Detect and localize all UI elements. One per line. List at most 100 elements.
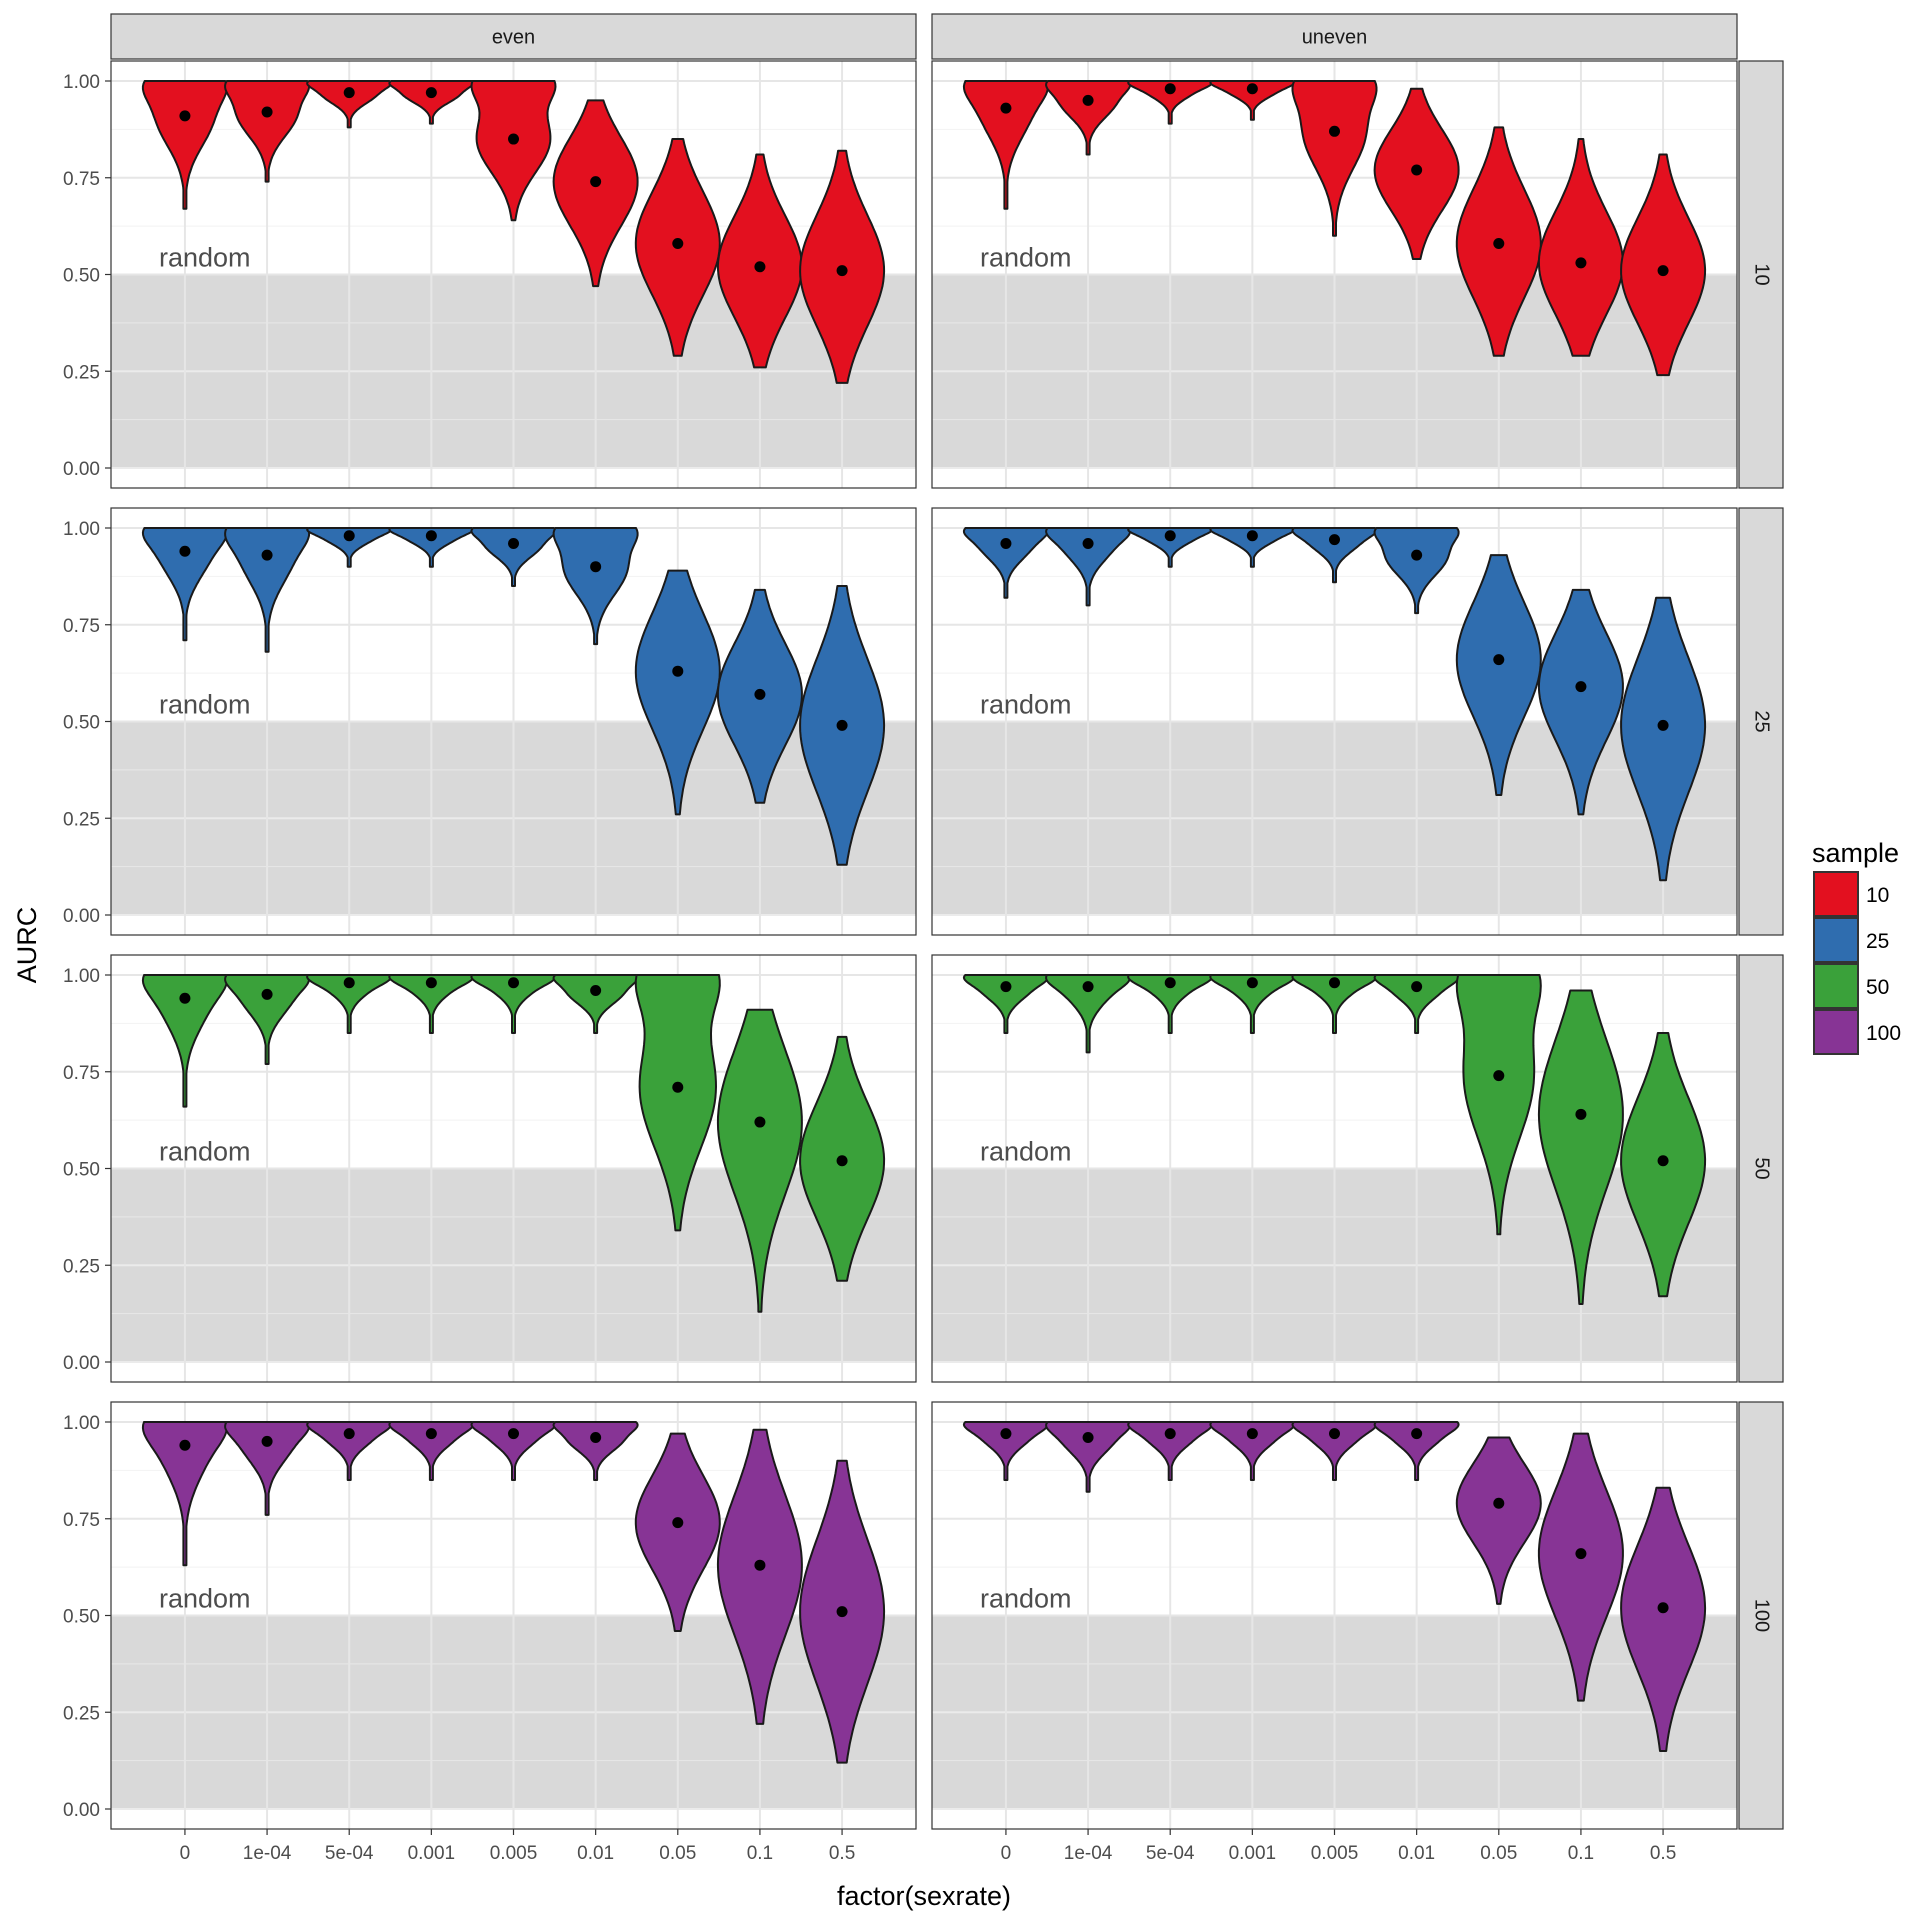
violin-1e-04 [1045,1421,1132,1493]
violin-0 [141,527,228,642]
mean-point-1e-04 [1082,94,1094,106]
violin-0.001 [388,80,475,125]
violin-0.05 [1455,974,1542,1236]
y-tick-label: 0.00 [63,906,100,927]
facet-strip-25: 25 [1738,507,1784,936]
random-label: random [980,690,1072,720]
violin-0.001 [1209,1421,1296,1481]
y-tick-label: 0.75 [63,616,100,637]
mean-point-0.005 [1329,977,1340,989]
violin-0.5 [1620,153,1707,377]
violin-0.001 [388,1421,475,1481]
legend-title: sample [1812,838,1899,868]
random-label: random [980,243,1072,273]
mean-point-0.001 [1246,977,1258,989]
panel-even-25: random [110,507,917,936]
mean-point-0.05 [672,238,684,250]
x-tick-label: 0.01 [1398,1843,1435,1864]
violin-5e-04 [306,80,393,129]
mean-point-0 [179,110,191,122]
mean-point-0.5 [1657,265,1669,277]
mean-point-1e-04 [1082,1431,1094,1443]
legend-item-50: 50 [1813,963,1889,1009]
mean-point-0.005 [1329,125,1340,137]
y-tick-label: 0.00 [63,1353,100,1374]
panel-uneven-50: random [931,954,1738,1383]
facet-strip-label: 100 [1751,1599,1773,1632]
y-tick-label: 1.00 [63,1413,100,1434]
x-tick-label: 0.005 [490,1843,538,1864]
violin-0.001 [388,974,475,1034]
legend-label: 100 [1866,1022,1901,1045]
mean-point-0.001 [1246,530,1258,542]
mean-point-0.01 [590,561,602,573]
violin-5e-04 [1127,974,1214,1034]
panel-even-100: random [110,1401,917,1830]
x-tick-label: 0.001 [1229,1843,1277,1864]
random-label: random [159,1584,251,1614]
violin-5e-04 [1127,527,1214,568]
mean-point-0.05 [1493,1070,1505,1082]
x-tick-label: 1e-04 [1064,1843,1113,1864]
mean-point-5e-04 [343,530,355,542]
mean-point-5e-04 [343,977,355,989]
mean-point-0.1 [1575,257,1587,269]
y-tick-label: 0.50 [63,266,100,287]
x-tick-label: 0.001 [408,1843,456,1864]
mean-point-1e-04 [261,549,273,561]
violin-0.001 [1209,527,1296,568]
legend-label: 10 [1866,884,1889,907]
panel-even-10: random [110,60,917,489]
violin-0 [962,1421,1049,1481]
y-tick-label: 0.25 [63,1256,100,1277]
violin-0.05 [634,974,721,1232]
mean-point-0.5 [1657,1155,1669,1167]
violin-0.001 [1209,974,1296,1034]
x-tick-label: 0 [180,1843,191,1864]
mean-point-0.01 [1411,1428,1423,1440]
mean-point-0.1 [1575,1548,1587,1560]
legend-swatch [1813,963,1859,1009]
mean-point-0.05 [672,1517,684,1529]
mean-point-0.1 [754,261,766,273]
violin-0.1 [716,153,803,369]
mean-point-0.005 [1329,534,1340,546]
y-tick-label: 0.00 [63,1800,100,1821]
panel-border [931,954,1738,1383]
mean-point-0.1 [754,688,766,700]
violin-0 [962,527,1049,599]
mean-point-0.05 [672,1081,684,1093]
violin-5e-04 [306,527,393,568]
x-tick-label: 0.1 [747,1843,773,1864]
mean-point-0.01 [1411,164,1423,176]
y-tick-label: 0.25 [63,1703,100,1724]
mean-point-0 [1000,1428,1012,1440]
mean-point-0.001 [1246,1428,1258,1440]
mean-point-1e-04 [261,106,273,118]
mean-point-0.001 [425,977,437,989]
violin-0.005 [1291,974,1378,1034]
violin-0.5 [1620,1486,1707,1752]
random-label: random [159,690,251,720]
legend-item-25: 25 [1813,917,1889,963]
y-axis-title: AURC [12,907,42,984]
violin-0 [141,1421,228,1567]
violin-0.1 [1537,138,1624,357]
facet-strip-label: even [492,27,535,49]
panel-uneven-100: random [931,1401,1738,1830]
violin-0.1 [1537,1432,1624,1702]
violin-1e-04 [1045,974,1132,1054]
violin-1e-04 [224,974,311,1065]
violin-0.01 [1373,1421,1460,1481]
violin-0.05 [1455,554,1542,796]
mean-point-5e-04 [343,1428,355,1440]
mean-point-0.001 [1246,83,1258,95]
violin-0 [141,974,228,1108]
y-tick-label: 0.00 [63,459,100,480]
mean-point-5e-04 [1164,1428,1176,1440]
panel-uneven-10: random [931,60,1738,489]
x-tick-label: 0.5 [829,1843,855,1864]
violin-1e-04 [224,1421,311,1516]
violin-5e-04 [306,1421,393,1481]
y-tick-label: 1.00 [63,519,100,540]
